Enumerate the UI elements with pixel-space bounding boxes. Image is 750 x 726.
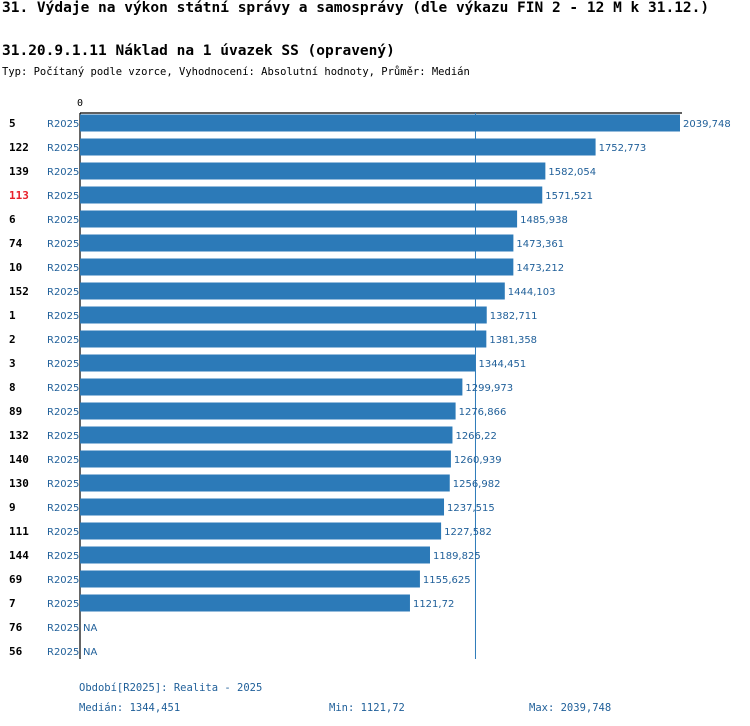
bar	[80, 258, 514, 276]
bar	[80, 330, 487, 348]
period-label: R2025	[47, 527, 79, 538]
category-label: 7	[9, 597, 16, 610]
period-label: R2025	[47, 551, 79, 562]
data-label: 1582,054	[548, 167, 596, 178]
period-label: R2025	[47, 383, 79, 394]
category-label: 122	[9, 141, 29, 154]
data-label: 1752,773	[599, 143, 647, 154]
period-label: R2025	[47, 335, 79, 346]
axis-zero-label: 0	[77, 98, 83, 109]
category-label: 152	[9, 285, 29, 298]
footer-max: Max: 2039,748	[529, 702, 612, 714]
category-label: 89	[9, 405, 22, 418]
category-label: 111	[9, 525, 29, 538]
category-label: 10	[9, 261, 22, 274]
category-label: 132	[9, 429, 29, 442]
period-label: R2025	[47, 359, 79, 370]
data-label: 1381,358	[489, 335, 537, 346]
bar	[80, 426, 453, 444]
period-label: R2025	[47, 167, 79, 178]
data-label: NA	[83, 647, 97, 658]
data-label: 1256,982	[453, 479, 501, 490]
bar	[80, 282, 505, 300]
data-label: NA	[83, 623, 97, 634]
bar	[80, 402, 456, 420]
data-label: 1382,711	[490, 311, 538, 322]
period-label: R2025	[47, 575, 79, 586]
category-label: 1	[9, 309, 16, 322]
footer-min: Min: 1121,72	[329, 702, 405, 714]
category-label: 2	[9, 333, 16, 346]
data-label: 1276,866	[459, 407, 507, 418]
bar	[80, 186, 543, 204]
bar	[80, 450, 451, 468]
period-label: R2025	[47, 239, 79, 250]
category-label: 8	[9, 381, 16, 394]
bar	[80, 570, 420, 588]
period-label: R2025	[47, 599, 79, 610]
category-label: 56	[9, 645, 23, 658]
category-label: 6	[9, 213, 16, 226]
period-label: R2025	[47, 479, 79, 490]
period-label: R2025	[47, 407, 79, 418]
data-label: 1473,212	[516, 263, 564, 274]
data-label: 1237,515	[447, 503, 495, 514]
footer-median: Medián: 1344,451	[79, 702, 181, 714]
period-label: R2025	[47, 263, 79, 274]
bar	[80, 306, 487, 324]
period-label: R2025	[47, 455, 79, 466]
period-label: R2025	[47, 647, 79, 658]
bar	[80, 114, 680, 132]
data-label: 1473,361	[516, 239, 564, 250]
period-label: R2025	[47, 623, 79, 634]
data-label: 1155,625	[423, 575, 471, 586]
bar	[80, 378, 463, 396]
bar	[80, 210, 518, 228]
category-label: 3	[9, 357, 16, 370]
period-label: R2025	[47, 143, 79, 154]
data-label: 1121,72	[413, 599, 454, 610]
data-label: 1485,938	[520, 215, 568, 226]
period-label: R2025	[47, 215, 79, 226]
bar	[80, 138, 596, 156]
data-label: 1260,939	[454, 455, 502, 466]
category-label: 76	[9, 621, 23, 634]
data-label: 1444,103	[508, 287, 556, 298]
category-label: 139	[9, 165, 29, 178]
category-label: 5	[9, 117, 16, 130]
data-label: 1299,973	[465, 383, 513, 394]
data-label: 1227,582	[444, 527, 492, 538]
page-title: 31. Výdaje na výkon státní správy a samo…	[2, 0, 710, 16]
period-label: R2025	[47, 287, 79, 298]
category-label: 74	[9, 237, 23, 250]
data-label: 1189,825	[433, 551, 481, 562]
period-label: R2025	[47, 191, 79, 202]
category-label: 69	[9, 573, 22, 586]
bar	[80, 234, 514, 252]
footer-period: Období[R2025]: Realita - 2025	[79, 682, 263, 694]
period-label: R2025	[47, 503, 79, 514]
period-label: R2025	[47, 119, 79, 130]
category-label: 144	[9, 549, 29, 562]
bar	[80, 498, 445, 516]
period-label: R2025	[47, 311, 79, 322]
data-label: 2039,748	[683, 119, 731, 130]
indicator-title: 31.20.9.1.11 Náklad na 1 úvazek SS (opra…	[2, 43, 395, 59]
category-label: 113	[9, 189, 29, 202]
bar	[80, 546, 430, 564]
category-label: 9	[9, 501, 16, 514]
bar	[80, 162, 546, 180]
data-label: 1266,22	[455, 431, 496, 442]
data-label: 1571,521	[545, 191, 593, 202]
bar	[80, 354, 476, 372]
data-label: 1344,451	[478, 359, 526, 370]
indicator-subtitle: Typ: Počítaný podle vzorce, Vyhodnocení:…	[2, 66, 470, 78]
category-label: 140	[9, 453, 29, 466]
bar	[80, 474, 450, 492]
bar	[80, 522, 442, 540]
period-label: R2025	[47, 431, 79, 442]
bar	[80, 594, 410, 612]
category-label: 130	[9, 477, 29, 490]
